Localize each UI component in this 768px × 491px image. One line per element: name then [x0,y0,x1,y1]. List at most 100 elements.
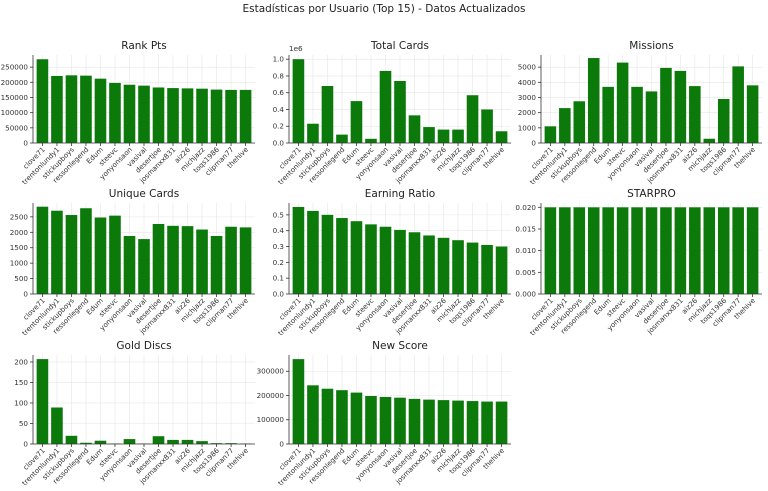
chart-title: Missions [629,40,673,52]
bar [481,401,493,444]
y-tick-label: 1500 [10,243,29,252]
bar [350,101,363,143]
y-tick-label: 150 [14,378,28,387]
bar [210,443,223,444]
y-tick-label: 2000 [10,228,29,237]
chart-title: Unique Cards [109,188,179,200]
bar [239,89,252,143]
bar [495,246,508,294]
bar [292,206,305,294]
bar [123,84,136,143]
y-tick-label: 2000 [518,108,537,117]
y-tick-label: 2500 [10,212,29,221]
chart-panel: 0.00.20.40.60.81.01e6clove71trentonlundy… [273,40,511,186]
bar [573,101,586,143]
bar [645,207,658,294]
chart-panel: 05001000150020002500clove71trentonlundy1… [10,188,255,337]
bar [65,435,78,444]
bar [80,208,92,294]
y-tick-label: 200000 [257,391,285,400]
y-tick-label: 0 [279,440,284,449]
bar [544,126,557,143]
bar [466,242,479,294]
bar [452,240,464,294]
bar [196,441,208,444]
bar [51,210,63,294]
bar [321,86,334,143]
bar [437,400,450,444]
bar [94,440,107,444]
y-tick-label: 0.4 [273,105,285,114]
bar [152,436,165,444]
bar [307,385,319,444]
y-tick-label: 0.2 [273,258,284,267]
bar [616,62,629,143]
bar [394,229,406,294]
bar [660,67,672,143]
y-tick-label: 0.020 [515,203,536,212]
bar [350,392,363,444]
bar [336,134,348,143]
bar [631,207,643,294]
bar [365,138,377,143]
bar [210,89,223,143]
y-tick-label: 0 [23,440,28,449]
chart-title: New Score [372,340,428,352]
bar [167,439,179,444]
bar [408,232,421,294]
bar [703,138,716,143]
bar [365,224,377,294]
y-tick-label: 0.010 [515,246,536,255]
y-tick-label: 0 [531,139,536,148]
bar [452,400,464,444]
bar [495,131,508,143]
bar [210,236,223,294]
bar [717,207,730,294]
bar [602,86,614,143]
bar [573,207,586,294]
bar [587,58,600,143]
bar [703,207,716,294]
y-tick-label: 0.0 [273,290,285,299]
bar [379,70,392,143]
bar [495,401,508,444]
bar [109,215,121,294]
y-tick-label: 100000 [257,415,285,424]
chart-title: Total Cards [370,40,429,52]
bar [660,207,672,294]
bar [481,109,493,143]
y-tick-label: 50000 [5,123,28,132]
chart-panel: 0.0000.0050.0100.0150.020clove71trentonl… [515,188,762,337]
bar [167,88,179,143]
y-tick-label: 100 [14,398,28,407]
y-tick-label: 500 [14,274,28,283]
chart-title: STARPRO [627,188,676,200]
bar [307,123,319,143]
bar [36,59,49,143]
bar [94,217,107,294]
bar [196,88,208,143]
bar [616,207,629,294]
y-tick-label: 250000 [1,63,29,72]
bar [80,75,92,143]
bar [196,229,208,294]
bar [559,108,571,143]
bar [717,99,730,143]
y-tick-label: 0 [23,290,28,299]
bar [732,207,744,294]
y-tick-label: 0.2 [273,122,284,131]
y-tick-label: 3000 [518,93,537,102]
bar [123,236,136,294]
bar [379,226,392,294]
y-tick-label: 0.005 [515,268,536,277]
bar [65,215,78,294]
bar [602,207,614,294]
y-tick-label: 1000 [518,123,537,132]
y-tick-label: 150000 [1,93,29,102]
bar [645,91,658,143]
y-tick-label: 1000 [10,259,29,268]
bar [36,359,49,444]
bar [167,225,179,294]
bar [36,206,49,294]
chart-title: Gold Discs [116,340,171,352]
